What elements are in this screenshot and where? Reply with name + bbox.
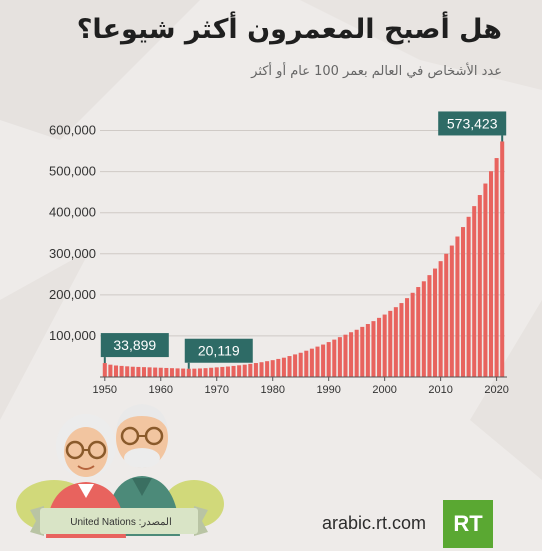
callout-box <box>438 111 507 136</box>
bar <box>444 253 449 377</box>
bar <box>433 268 438 377</box>
bar <box>225 366 230 377</box>
bar <box>427 275 432 377</box>
bar <box>186 368 191 377</box>
bar <box>461 227 466 377</box>
bar <box>197 368 202 377</box>
bar <box>360 326 365 377</box>
bar <box>169 368 174 377</box>
bar <box>304 350 309 377</box>
bar <box>125 366 130 377</box>
bar <box>455 236 460 377</box>
bar <box>281 357 286 377</box>
bar <box>136 366 141 377</box>
bar <box>237 365 242 377</box>
bar <box>337 337 342 377</box>
y-tick-label: 200,000 <box>49 287 96 302</box>
source-label: المصدر: United Nations <box>70 517 172 528</box>
bar <box>488 171 494 377</box>
callout-box <box>184 338 253 363</box>
bar <box>365 324 370 377</box>
bar <box>343 334 348 377</box>
bar <box>214 367 219 377</box>
bar <box>141 367 146 377</box>
y-tick-label: 100,000 <box>49 328 96 343</box>
bar <box>175 368 180 377</box>
bar <box>265 361 270 377</box>
bar <box>371 321 376 377</box>
bar <box>293 354 298 377</box>
bar <box>181 368 186 377</box>
bar <box>410 292 415 377</box>
bar <box>147 367 152 377</box>
bar <box>332 339 337 377</box>
bar <box>130 366 135 377</box>
bar <box>421 281 426 377</box>
callout-box <box>100 333 169 358</box>
x-tick-label: 1960 <box>149 384 173 396</box>
rt-logo: RT <box>443 500 493 548</box>
bar <box>438 261 443 377</box>
y-tick-label: 400,000 <box>49 205 96 220</box>
bar <box>494 158 499 377</box>
bar <box>259 362 264 377</box>
bar <box>416 287 421 377</box>
bar <box>405 298 410 377</box>
x-tick-label: 1980 <box>260 384 284 396</box>
x-tick-label: 1950 <box>93 384 117 396</box>
bar <box>242 364 247 377</box>
bar <box>399 303 404 377</box>
bar <box>500 141 505 377</box>
bar <box>209 367 214 377</box>
x-tick-label: 2020 <box>484 384 508 396</box>
bar <box>287 356 292 377</box>
x-tick-label: 1990 <box>316 384 340 396</box>
bar <box>315 346 320 377</box>
bar <box>449 245 454 377</box>
bar <box>158 367 163 377</box>
chart-subtitle: عدد الأشخاص في العالم بعمر 100 عام أو أك… <box>251 64 502 79</box>
chart-title: هل أصبح المعمرون أكثر شيوعا؟ <box>76 14 502 45</box>
website-label[interactable]: arabic.rt.com <box>322 513 427 533</box>
bar <box>393 307 398 377</box>
bar <box>309 348 314 377</box>
bar <box>248 363 253 377</box>
callout-label: 33,899 <box>113 337 156 353</box>
bar <box>113 365 119 377</box>
bar <box>466 216 471 377</box>
callout-label: 20,119 <box>198 343 240 359</box>
bar <box>119 365 124 377</box>
x-tick-label: 2000 <box>372 384 396 396</box>
bar <box>153 367 158 377</box>
bar <box>321 344 326 377</box>
bar <box>192 368 197 377</box>
bar <box>477 195 482 377</box>
bar <box>377 317 382 377</box>
bar <box>164 367 169 377</box>
y-tick-label: 300,000 <box>49 246 96 261</box>
bar <box>231 365 236 377</box>
y-tick-label: 600,000 <box>49 123 96 138</box>
bar <box>102 363 107 377</box>
bar <box>349 332 354 377</box>
bar <box>326 342 331 377</box>
bar <box>203 368 208 377</box>
y-tick-label: 500,000 <box>49 164 96 179</box>
bar <box>472 206 477 377</box>
bar <box>388 310 393 377</box>
bar <box>108 364 113 377</box>
bar <box>382 314 387 377</box>
bar <box>354 329 359 377</box>
bar <box>276 358 281 377</box>
bar <box>253 363 258 377</box>
x-tick-label: 2010 <box>428 384 452 396</box>
x-tick-label: 1970 <box>205 384 229 396</box>
callout-label: 573,423 <box>447 115 498 131</box>
bar <box>298 352 303 377</box>
bar <box>483 183 488 377</box>
bar <box>220 366 225 377</box>
bar <box>270 360 275 377</box>
